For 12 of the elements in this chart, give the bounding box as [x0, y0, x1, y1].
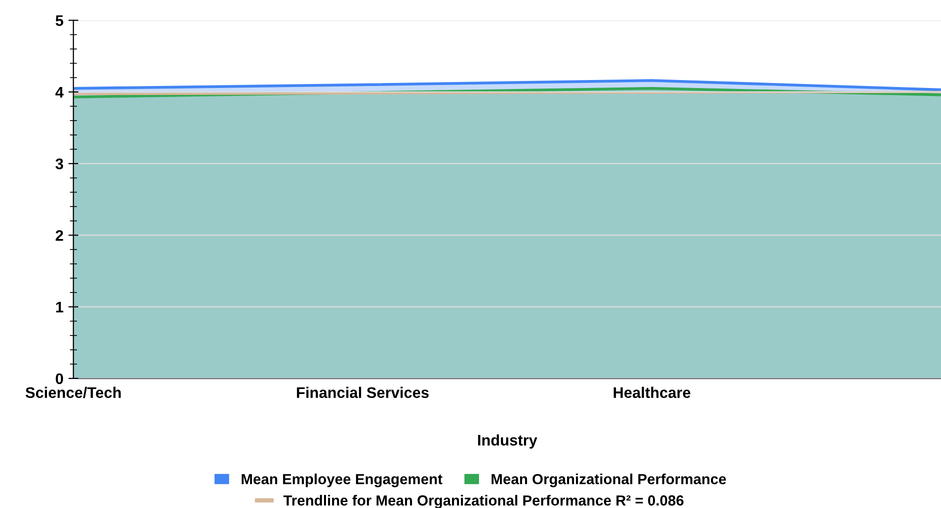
legend-label: Mean Employee Engagement: [242, 474, 442, 488]
y-tick-label: 2: [56, 230, 64, 241]
x-tick-label: Financial Services: [296, 386, 429, 398]
x-axis-title: Industry: [478, 434, 538, 449]
y-tick-label: 0: [56, 373, 64, 384]
legend-label: Mean Organizational Performance: [492, 474, 726, 488]
y-tick-label: 4: [55, 86, 64, 98]
y-tick-label: 3: [56, 158, 64, 170]
x-tick-label: Healthcare: [614, 386, 690, 398]
y-tick-label: 1: [56, 302, 64, 312]
x-tick-label: Science/Tech: [26, 386, 121, 398]
y-tick-label: 5: [56, 15, 64, 26]
